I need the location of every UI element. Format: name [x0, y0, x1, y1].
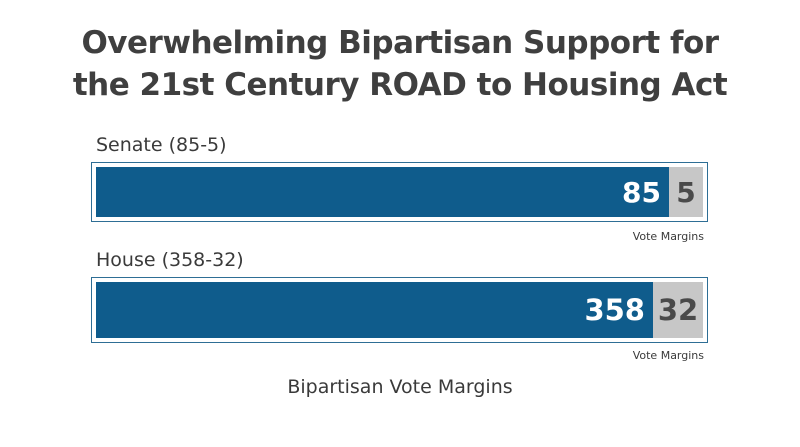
- chart-title-line-2: the 21st Century ROAD to Housing Act: [72, 67, 728, 103]
- house-row-label: House (358-32): [96, 249, 244, 271]
- chart-title: Overwhelming Bipartisan Support for the …: [0, 22, 800, 106]
- house-nay-value: 32: [657, 293, 699, 327]
- chart-title-line-1: Overwhelming Bipartisan Support for: [81, 25, 719, 61]
- senate-nay-bar: 5: [669, 167, 703, 217]
- senate-vote-margins-note: Vote Margins: [632, 230, 704, 243]
- house-vote-margins-note: Vote Margins: [632, 349, 704, 362]
- senate-nay-value: 5: [676, 175, 696, 209]
- senate-yea-value: 85: [622, 175, 661, 209]
- house-bar-frame: 358 32: [91, 277, 708, 343]
- chart-caption: Bipartisan Vote Margins: [287, 376, 513, 398]
- senate-row-label: Senate (85-5): [96, 134, 227, 156]
- house-yea-value: 358: [584, 293, 645, 327]
- house-yea-bar: 358: [96, 282, 653, 338]
- house-nay-bar: 32: [653, 282, 703, 338]
- senate-bar-frame: 85 5: [91, 162, 708, 222]
- senate-yea-bar: 85: [96, 167, 669, 217]
